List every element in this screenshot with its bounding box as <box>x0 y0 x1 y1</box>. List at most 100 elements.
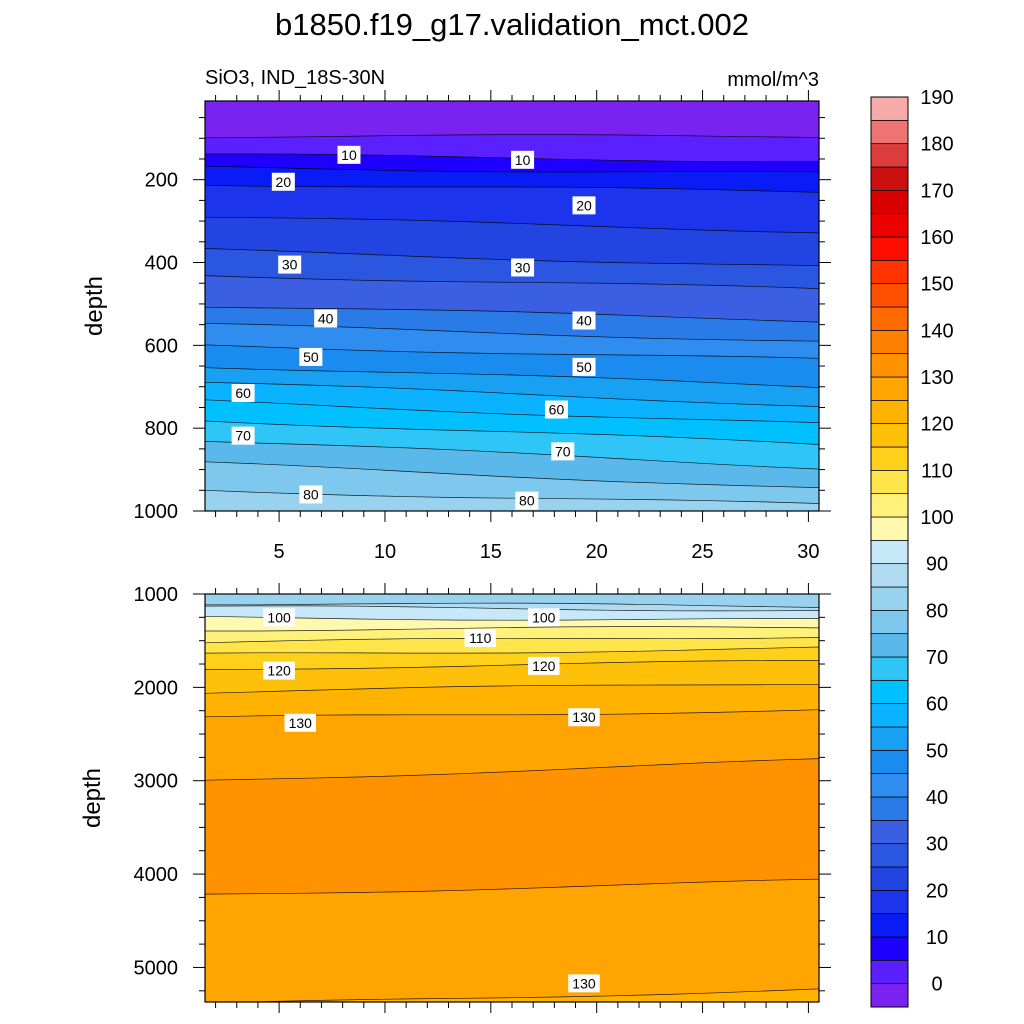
colorbar-label: 110 <box>921 460 953 482</box>
colorbar-swatch <box>870 399 909 425</box>
upper-contour-label-bg <box>572 357 596 376</box>
colorbar-swatch <box>870 749 909 775</box>
chart-title: b1850.f19_g17.validation_mct.002 <box>275 7 749 42</box>
colorbar-label: 50 <box>926 740 948 762</box>
upper-contour-line <box>205 306 819 323</box>
x-tick-label: 20 <box>586 541 608 563</box>
x-tick-label: 15 <box>480 541 502 563</box>
upper-contour-label-bg <box>511 150 535 169</box>
upper-contour-label-bg <box>572 311 596 330</box>
colorbar-swatch <box>870 143 909 168</box>
lower-contour-line <box>205 878 819 895</box>
upper-contour-label: 80 <box>303 486 319 502</box>
colorbar-label: 90 <box>926 554 948 576</box>
upper-contour-label: 30 <box>515 259 531 275</box>
upper-contour-line <box>205 216 819 234</box>
colorbar-swatch <box>870 376 909 401</box>
upper-contour-label-bg <box>299 485 323 504</box>
upper-contour-label: 10 <box>515 152 531 168</box>
lower-contour-label-bg <box>464 628 496 647</box>
colorbar-label: 190 <box>920 87 953 109</box>
colorbar-swatch <box>870 189 909 215</box>
upper-contour-label-bg <box>231 383 255 402</box>
upper-contour-line <box>205 441 819 470</box>
lower-contour-label: 100 <box>532 609 556 625</box>
lower-y-axis-label: depth <box>79 768 106 828</box>
lower-contour-line <box>205 646 819 654</box>
colorbar-swatch <box>870 423 909 448</box>
x-tick-label: 10 <box>374 541 396 563</box>
colorbar-swatch <box>870 959 909 985</box>
colorbar-swatch <box>870 166 909 191</box>
colorbar: 0 10 20 30 40 50 60 70 80 90 100 110 120 130 140 150 160… <box>870 87 954 1008</box>
upper-contour-label-bg <box>572 196 596 215</box>
upper-contour-label-bg <box>314 309 338 328</box>
upper-contour-label: 20 <box>576 197 592 213</box>
colorbar-swatch <box>870 656 909 681</box>
colorbar-swatch <box>870 726 909 751</box>
lower-contour-label: 120 <box>532 658 556 674</box>
colorbar-swatch <box>870 773 909 798</box>
colorbar-swatch <box>870 866 909 891</box>
colorbar-swatch <box>870 469 909 495</box>
lower-contour-label-bg <box>263 608 295 627</box>
upper-contour-label: 80 <box>519 493 535 509</box>
colorbar-swatch <box>870 609 909 635</box>
colorbar-swatch <box>870 329 909 355</box>
lower-contour-label-bg <box>528 608 560 627</box>
lower-y-tick-label: 1000 <box>134 584 179 606</box>
lower-contour-line <box>205 615 819 621</box>
upper-y-tick-label: 1000 <box>134 501 179 523</box>
upper-contour-label-bg <box>544 400 568 419</box>
colorbar-swatch <box>870 353 909 378</box>
colorbar-swatch <box>870 563 909 588</box>
upper-contour-line <box>205 275 819 289</box>
colorbar-label: 0 <box>931 974 942 996</box>
colorbar-swatch <box>870 446 909 471</box>
upper-contour-line <box>205 399 819 423</box>
lower-contour-label: 110 <box>469 630 492 646</box>
lower-contour-label-bg <box>263 661 295 680</box>
lower-contour-band <box>252 988 819 1002</box>
colorbar-frame <box>870 96 909 1008</box>
colorbar-label: 180 <box>920 134 953 156</box>
lower-contour-line <box>205 758 819 781</box>
upper-contour-label: 10 <box>341 147 357 163</box>
colorbar-label: 160 <box>920 227 953 249</box>
colorbar-swatch <box>870 283 909 308</box>
upper-contour-label: 60 <box>235 385 251 401</box>
lower-contour-line <box>205 637 819 644</box>
upper-contour-label: 50 <box>576 359 592 375</box>
colorbar-swatch <box>870 539 909 565</box>
lower-contour-label-bg <box>528 656 560 675</box>
upper-contour-line <box>205 420 819 445</box>
upper-contour-line <box>205 367 819 388</box>
lower-contour-fills <box>205 594 819 1002</box>
colorbar-swatch <box>870 516 909 541</box>
upper-contour-label-bg <box>511 258 535 277</box>
colorbar-swatch <box>870 889 909 915</box>
colorbar-swatch <box>870 936 909 961</box>
colorbar-label: 170 <box>920 180 953 202</box>
upper-y-tick-label: 200 <box>145 170 178 192</box>
lower-contour-label-bg <box>568 708 600 727</box>
lower-contour-line <box>240 988 819 1002</box>
upper-contour-label: 30 <box>282 257 298 273</box>
lower-contour-label: 130 <box>572 709 596 725</box>
lower-panel: 100 100 110 120 120 130 130 130 1000 2000 3000 400… <box>79 583 831 1013</box>
lower-y-tick-label: 2000 <box>134 677 179 699</box>
colorbar-label: 30 <box>926 834 948 856</box>
upper-contour-band <box>205 490 819 511</box>
x-tick-label: 5 <box>274 541 285 563</box>
upper-contour-label: 70 <box>555 443 571 459</box>
colorbar-swatch <box>870 119 909 145</box>
lower-y-tick-label: 3000 <box>134 771 179 793</box>
lower-contour-labels: 100 100 110 120 120 130 130 130 <box>263 608 600 993</box>
lower-contour-label-bg <box>284 713 317 732</box>
upper-panel: 10 10 20 20 30 30 40 40 50 50 60 60 70 70 80 80 5 10 15 20… <box>81 90 831 563</box>
upper-contour-line <box>205 381 819 407</box>
chart-subtitle-left: SiO3, IND_18S-30N <box>205 67 385 89</box>
upper-contour-line <box>205 134 819 139</box>
upper-contour-lines <box>205 134 819 504</box>
upper-contour-label: 20 <box>276 174 292 190</box>
